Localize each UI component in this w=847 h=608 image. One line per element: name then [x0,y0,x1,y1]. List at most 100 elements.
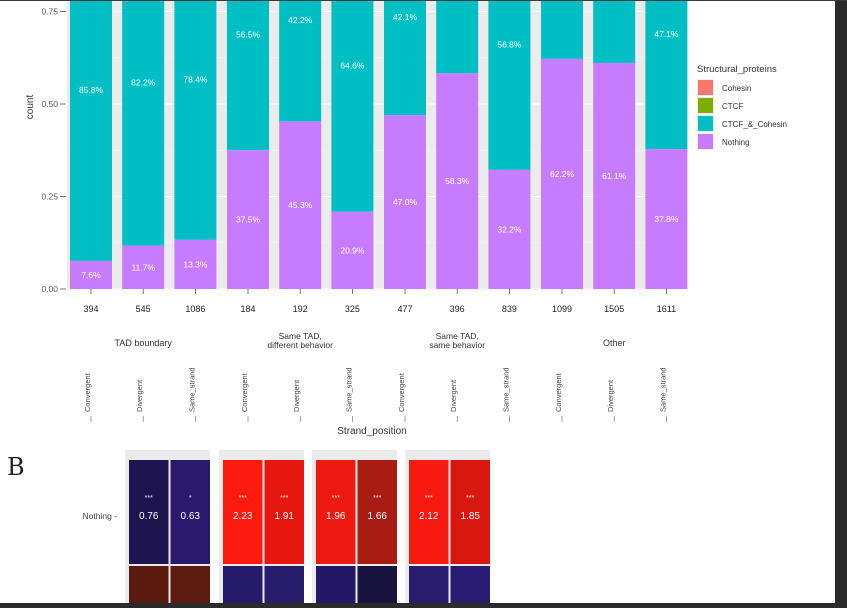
x-category-label: Same_strand [658,367,667,412]
legend-swatch [698,116,713,131]
data-label-ctcf-cohesin: 64.6% [340,60,365,70]
heatmap-cell-row2 [170,566,210,603]
bar-ctcf-cohesin-segment [541,0,583,59]
bar-count-label: 325 [345,304,360,314]
heatmap-value-label: 1.91 [275,511,295,522]
x-category-label: Convergent [397,372,406,412]
bar-count-label: 184 [240,304,255,314]
heatmap-panel: B *** 0.76 * 0.63 *** 2.23 *** 1.91 *** 1.96 *** 1.… [7,450,490,603]
heatmap-cell [264,460,304,564]
heatmap-cell [316,460,356,564]
x-category-label: Same_strand [187,367,196,412]
data-label-nothing: 20.9% [340,245,365,255]
y-axis-label: count [25,95,36,120]
data-label-ctcf-cohesin: 42.2% [288,15,313,25]
bar-ctcf-cohesin-segment [122,0,165,246]
heatmap-cell [357,460,397,564]
bar-count-label: 839 [502,304,517,314]
data-label-nothing: 37.5% [236,215,261,225]
bar-count-label: 396 [450,304,465,314]
heatmap-value-label: 1.96 [326,511,346,522]
bar-nothing-segment [331,211,374,289]
x-category-label: Same_strand [501,367,510,412]
heatmap-cell [450,460,490,564]
bar-ctcf-cohesin-segment [645,0,688,150]
x-category-label: Divergent [135,379,144,412]
legend-label: CTCF_&_Cohesin [722,120,787,129]
heatmap-cell-row2 [409,566,449,603]
data-label-nothing: 45.3% [288,200,313,210]
bar-nothing-segment [279,121,322,289]
x-category-label: Convergent [83,372,92,412]
heatmap-cell-row2 [450,566,490,603]
heatmap-value-label: 1.85 [461,511,481,522]
y-tick-label: 0.25 [41,192,58,202]
heatmap-cell-row2 [223,566,263,603]
x-category-label: Convergent [240,372,249,412]
bar-nothing-segment [227,150,269,289]
significance-label: * [189,495,192,502]
heatmap-cell [170,460,210,564]
group-label: Same TAD, [279,331,322,341]
heatmap-cell-row2 [357,566,397,603]
significance-label: *** [145,495,153,502]
bar-count-label: 545 [136,304,151,314]
heatmap-cell-row2 [316,566,356,603]
bar-count-label: 1611 [657,304,676,314]
heatmap-value-label: 2.12 [419,511,439,522]
bar-count-label: 1099 [552,304,572,314]
legend-label: Nothing [722,138,750,147]
bar-nothing-segment [488,169,531,289]
group-label: Other [603,338,626,348]
y-tick-label: 0.50 [41,99,58,109]
y-tick-label: 0.75 [41,7,58,17]
data-label-nothing: 32.2% [497,224,522,234]
data-label-ctcf-cohesin: 78.4% [183,74,208,84]
data-label-ctcf-cohesin: 42.1% [393,12,418,22]
bar-nothing-segment [436,73,479,289]
bar-count-label: 1086 [185,304,205,314]
data-label-nothing: 11.7% [131,262,155,272]
data-label-ctcf-cohesin: 82.2% [131,77,156,87]
stacked-bar-panel: 0.00 0.25 0.50 0.75 count 7.6% 85.8% 394 Converg… [25,0,787,437]
legend-label: Cohesin [722,84,751,93]
heatmap-value-label: 1.66 [368,511,388,522]
significance-label: *** [239,495,247,502]
data-label-nothing: 62.2% [550,169,575,179]
bar-ctcf-cohesin-segment [279,0,322,122]
group-label: TAD boundary [115,338,173,348]
data-label-nothing: 58.3% [445,176,470,186]
bar-nothing-segment [384,115,426,289]
significance-label: *** [332,495,340,502]
legend-title: Structural_proteins [697,64,777,75]
significance-label: *** [280,495,288,502]
significance-label: *** [425,495,433,502]
x-category-label: Same_strand [344,367,353,412]
data-label-ctcf-cohesin: 85.8% [79,85,104,95]
legend-swatch [698,80,713,95]
data-label-ctcf-cohesin: 56.8% [497,39,522,49]
bar-ctcf-cohesin-segment [384,0,426,116]
x-category-label: Divergent [606,379,615,412]
legend-label: CTCF [722,102,743,111]
data-label-ctcf-cohesin: 56.5% [236,30,261,40]
bar-nothing-segment [70,260,112,289]
bar-count-label: 477 [397,304,412,314]
bar-count-label: 394 [83,304,98,314]
group-label: Same TAD, [436,331,479,341]
heatmap-value-label: 2.23 [233,511,253,522]
bar-ctcf-cohesin-segment [174,0,217,240]
bar-nothing-segment [645,149,688,289]
heatmap-value-label: 0.63 [181,511,201,522]
x-category-label: Convergent [554,372,563,412]
heatmap-cell-row2 [264,566,304,603]
heatmap-cell [129,460,169,564]
legend-swatch [698,98,713,113]
heatmap-cell-row2 [129,566,169,603]
bar-ctcf-cohesin-segment [488,0,531,170]
data-label-nothing: 61.1% [602,171,627,181]
bar-nothing-segment [174,239,217,289]
bar-ctcf-cohesin-segment [436,0,479,74]
heatmap-cell [409,460,449,564]
